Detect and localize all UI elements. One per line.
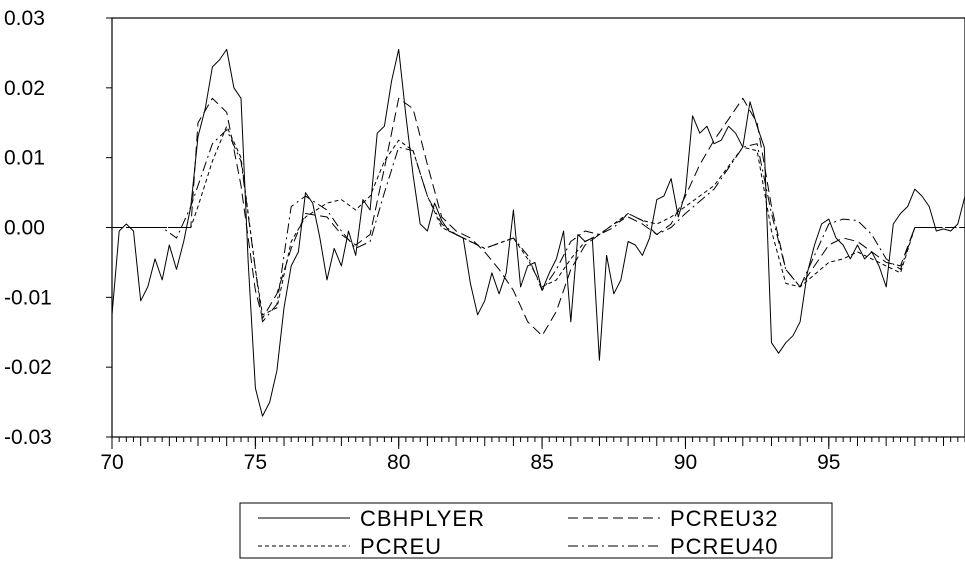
legend-label-pcreu32: PCREU32	[670, 506, 778, 531]
plot-frame	[111, 17, 965, 438]
series-line-cbhplyer	[111, 48, 965, 417]
x-axis: 70 75 80 85 90 95	[100, 437, 965, 474]
legend-label-cbhplyer: CBHPLYER	[360, 506, 485, 531]
y-axis: 0.03 0.02 0.01 0.00 -0.01 -0.02 -0.03	[4, 7, 112, 449]
y-tick-label: -0.01	[4, 286, 52, 309]
x-tick-label: 85	[530, 451, 553, 474]
y-tick-label: 0.01	[4, 147, 45, 170]
y-tick-label: 0.00	[4, 217, 45, 240]
y-tick-label: 0.02	[4, 77, 45, 100]
series-layer	[111, 48, 965, 417]
x-tick-label: 90	[674, 451, 697, 474]
legend: CBHPLYER PCREU32 PCREU PCREU40	[239, 502, 833, 559]
series-line-pcreu32	[112, 97, 965, 337]
legend-label-pcreu40: PCREU40	[670, 534, 778, 559]
series-line-pcreu	[112, 125, 965, 316]
y-tick-label: -0.03	[4, 426, 52, 449]
y-tick-label: 0.03	[4, 7, 45, 30]
y-tick-label: -0.02	[4, 356, 52, 379]
legend-frame	[239, 502, 833, 559]
legend-label-pcreu: PCREU	[360, 534, 442, 559]
plot-area	[111, 17, 965, 438]
x-tick-label: 70	[100, 451, 123, 474]
x-tick-label: 80	[387, 451, 410, 474]
x-tick-label: 95	[817, 451, 840, 474]
series-line-pcreu40	[112, 129, 965, 323]
x-tick-label: 75	[244, 451, 267, 474]
